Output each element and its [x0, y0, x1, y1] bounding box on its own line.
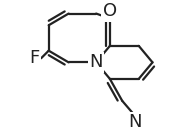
Text: F: F: [29, 49, 39, 67]
Text: N: N: [128, 113, 141, 131]
Text: O: O: [103, 2, 117, 21]
Text: N: N: [89, 53, 103, 71]
